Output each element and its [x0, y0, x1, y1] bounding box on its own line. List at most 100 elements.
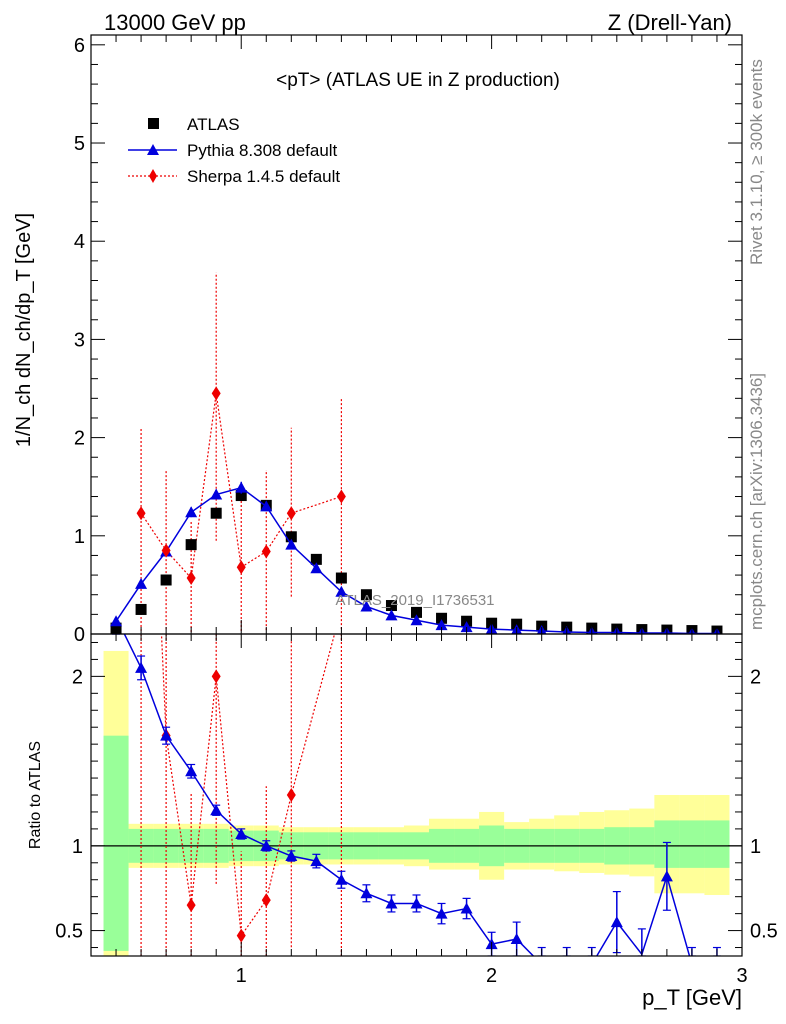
pythia-ratio-point-11 [385, 897, 398, 909]
band-inner-23 [679, 820, 705, 868]
sherpa-ratio-point-3 [211, 669, 221, 684]
atlas-point-12 [411, 606, 422, 618]
sherpa-point-0 [136, 506, 146, 521]
sherpa-ratio-point-5 [261, 893, 271, 908]
pythia-point-0 [110, 615, 123, 627]
main-ytick-label-6: 6 [74, 35, 85, 57]
legend-marker-sherpa [149, 169, 157, 183]
ratio-ytick-label-r-1: 1 [750, 836, 761, 858]
y-axis-label-text: 1/N_ch dN_ch/dp_T [GeV] [13, 213, 35, 447]
main-ticks: 0 1 2 3 4 5 6 [74, 35, 743, 646]
pythia-point-9 [335, 585, 348, 597]
sherpa-point-4 [236, 560, 246, 575]
sherpa-point-5 [261, 544, 271, 559]
atlas-point-4 [210, 507, 222, 519]
main-ytick-label-4: 4 [74, 231, 85, 253]
pythia-ratio-point-9 [335, 873, 348, 885]
atlas-point-13 [436, 612, 448, 624]
sherpa-point-1 [161, 543, 171, 558]
pythia-ratio-point-3 [185, 765, 198, 777]
pythia-ratio-point-13 [435, 907, 448, 919]
legend-marker-pythia [147, 144, 159, 155]
ratio-ytick-label-l-1: 1 [72, 836, 83, 858]
ratio-y-axis-label-text: Ratio to ATLAS [27, 741, 44, 849]
legend-marker-atlas [148, 118, 159, 129]
pythia-point-14 [460, 621, 473, 633]
pythia-ratio-point-20 [610, 916, 623, 928]
ratio-ytick-label-r-2: 2 [750, 666, 761, 688]
pythia-point-13 [435, 619, 448, 631]
sherpa-ratio-point-2 [186, 898, 196, 913]
sherpa-ratio-point-6 [286, 788, 296, 802]
sherpa-point-7 [336, 489, 346, 504]
pythia-ratio-point-10 [360, 887, 373, 899]
main-ytick-label-0: 0 [74, 624, 85, 646]
band-inner-0 [103, 735, 129, 951]
pythia-ratio-point-6 [260, 839, 273, 851]
xtick-label-2: 2 [486, 965, 497, 987]
sherpa-point-3 [211, 386, 221, 401]
main-ytick-label-5: 5 [74, 133, 85, 155]
pythia-point-4 [210, 488, 223, 500]
pythia-point-5 [235, 481, 248, 493]
pythia-ratio-point-2 [160, 729, 173, 741]
main-ytick-label-1: 1 [74, 526, 85, 548]
atlas-point-2 [160, 574, 172, 586]
ratio-ticks: 0.5 0.5 1 1 2 2 1 2 3 [55, 634, 778, 987]
y-axis-label: 1/N_ch dN_ch/dp_T [GeV] [13, 213, 35, 447]
legend-label-pythia: Pythia 8.308 default [187, 141, 338, 160]
ratio-ytick-label-r-0.5: 0.5 [750, 921, 778, 943]
sherpa-point-6 [286, 506, 296, 521]
ratio-ytick-label-l-0.5: 0.5 [55, 921, 83, 943]
pythia-ratio-point-4 [210, 804, 223, 816]
atlas-point-5 [235, 490, 247, 502]
chart-title: <pT> (ATLAS UE in Z production) [276, 70, 560, 91]
pythia-ratio-point-1 [135, 661, 148, 673]
pythia-point-3 [185, 506, 198, 518]
main-ytick-label-3: 3 [74, 329, 85, 351]
sherpa-ratio-point-4 [236, 928, 246, 943]
band-inner-24 [704, 820, 730, 868]
pythia-point-11 [385, 609, 398, 621]
atlas-point-9 [335, 572, 347, 584]
pythia-ratio-point-7 [285, 850, 298, 862]
legend-label-atlas: ATLAS [187, 115, 240, 134]
atlas-point-3 [185, 539, 197, 551]
ratio-y-axis-label: Ratio to ATLAS [27, 741, 44, 849]
header-left: 13000 GeV pp [104, 10, 246, 35]
pythia-ratio-point-22 [660, 870, 673, 882]
pythia-point-10 [360, 600, 373, 612]
atlas-point-10 [360, 589, 372, 601]
atlas-point-11 [385, 600, 397, 612]
ratio-ytick-label-l-2: 2 [72, 666, 83, 688]
pythia-point-6 [260, 500, 273, 512]
side-text-bottom: mcplots.cern.ch [arXiv:1306.3436] [747, 373, 766, 630]
pythia-ratio-point-8 [310, 855, 323, 867]
main-marks [110, 272, 723, 634]
atlas-point-7 [285, 531, 297, 543]
legend: ATLAS Pythia 8.308 default Sherpa 1.4.5 … [128, 115, 340, 186]
sherpa-line [140, 393, 342, 580]
pythia-point-7 [285, 538, 298, 550]
pythia-ratio-point-16 [510, 933, 523, 945]
xtick-label-3: 3 [736, 965, 747, 987]
pythia-point-8 [310, 562, 323, 574]
xtick-label-1: 1 [236, 965, 247, 987]
pythia-point-1 [135, 577, 148, 589]
sherpa-point-2 [186, 571, 196, 586]
atlas-point-8 [310, 553, 322, 565]
pythia-ratio-point-12 [410, 897, 423, 909]
main-ytick-label-2: 2 [74, 428, 85, 450]
watermark: ATLAS_2019_I1736531 [335, 592, 494, 609]
x-axis-label: p_T [GeV] [642, 985, 742, 1010]
pythia-ratio-point-14 [460, 902, 473, 914]
ratio-plot: 0.5 0.5 1 1 2 2 1 2 3 [55, 633, 778, 987]
side-text-top: Rivet 3.1.10, ≥ 300k events [747, 59, 766, 265]
atlas-point-1 [135, 603, 147, 615]
pythia-ratio-point-5 [235, 827, 248, 839]
legend-label-sherpa: Sherpa 1.4.5 default [187, 167, 340, 186]
pythia-point-12 [410, 614, 423, 626]
header-right: Z (Drell-Yan) [608, 10, 732, 35]
